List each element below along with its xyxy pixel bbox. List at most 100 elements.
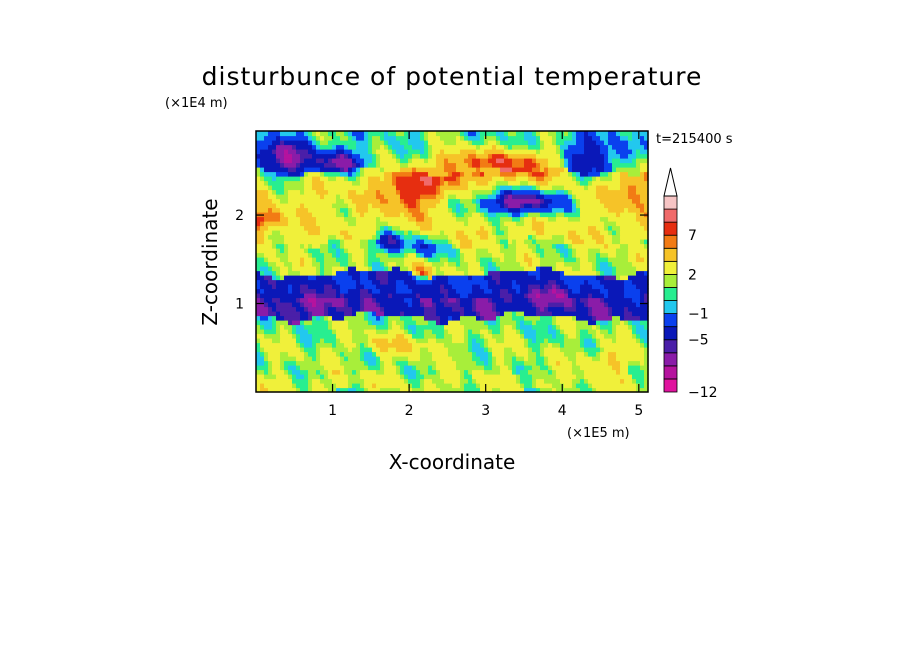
heatmap-cell [372, 153, 377, 159]
heatmap-cell [308, 383, 313, 389]
heatmap-cell [532, 338, 537, 344]
heatmap-cell [424, 311, 437, 317]
heatmap-cell [616, 230, 621, 236]
heatmap-cell [288, 365, 297, 371]
heatmap-cell [316, 275, 333, 281]
heatmap-cell [268, 261, 277, 267]
heatmap-cell [256, 230, 265, 236]
heatmap-cell [316, 288, 325, 294]
heatmap-cell [328, 374, 349, 380]
heatmap-cell [260, 293, 305, 299]
heatmap-cell [460, 176, 493, 182]
heatmap-cell [640, 135, 645, 141]
heatmap-cell [556, 369, 573, 375]
heatmap-cell [324, 270, 333, 276]
heatmap-cell [280, 351, 289, 357]
heatmap-cell [296, 324, 305, 330]
heatmap-cell [500, 288, 509, 294]
heatmap-cell [256, 306, 269, 312]
heatmap-cell [536, 252, 541, 258]
heatmap-cell [376, 216, 381, 222]
heatmap-cell [468, 333, 481, 339]
heatmap-cell [500, 216, 513, 222]
heatmap-cell [472, 347, 485, 353]
heatmap-cell [268, 369, 273, 375]
heatmap-cell [468, 342, 473, 348]
heatmap-cell [256, 207, 269, 213]
heatmap-cell [344, 212, 349, 218]
heatmap-cell [288, 288, 293, 294]
heatmap-cell [344, 356, 349, 362]
heatmap-cell [392, 225, 401, 231]
heatmap-cell [264, 347, 301, 353]
heatmap-cell [488, 320, 497, 326]
heatmap-cell [572, 360, 577, 366]
heatmap-cell [260, 284, 273, 290]
heatmap-cell [452, 333, 465, 339]
heatmap-cell [564, 306, 577, 312]
heatmap-cell [468, 378, 473, 384]
heatmap-cell [300, 243, 305, 249]
heatmap-cell [372, 149, 377, 155]
heatmap-cell [468, 135, 481, 141]
heatmap-cell [552, 207, 565, 213]
heatmap-cell [444, 162, 457, 168]
heatmap-cell [612, 329, 617, 335]
heatmap-cell [272, 266, 281, 272]
heatmap-cell [300, 257, 305, 263]
heatmap-cell [540, 203, 549, 209]
heatmap-cell [312, 383, 325, 389]
heatmap-cell [280, 162, 285, 168]
heatmap-cell [420, 230, 441, 236]
heatmap-cell [608, 261, 613, 267]
heatmap-cell [576, 135, 585, 141]
heatmap-cell [492, 333, 505, 339]
heatmap-cell [600, 230, 609, 236]
heatmap-cell [584, 279, 589, 285]
heatmap-cell [580, 216, 601, 222]
heatmap-cell [540, 198, 545, 204]
heatmap-cell [296, 144, 313, 150]
heatmap-cell [380, 239, 389, 245]
heatmap-cell [484, 360, 489, 366]
heatmap-cell [400, 266, 409, 272]
heatmap-cell [472, 162, 481, 168]
heatmap-cell [356, 261, 365, 267]
heatmap-cell [636, 216, 649, 222]
heatmap-cell [332, 252, 337, 258]
heatmap-cell [548, 329, 557, 335]
heatmap-cell [392, 320, 397, 326]
heatmap-cell [268, 266, 273, 272]
heatmap-cell [488, 261, 493, 267]
heatmap-cell [608, 293, 625, 299]
heatmap-cell [376, 284, 397, 290]
heatmap-cell [464, 135, 469, 141]
heatmap-cell [576, 194, 597, 200]
heatmap-cell [316, 347, 321, 353]
heatmap-cell [552, 135, 557, 141]
heatmap-cell [456, 365, 485, 371]
heatmap-cell [388, 315, 401, 321]
heatmap-cell [336, 306, 353, 312]
heatmap-cell [300, 320, 305, 326]
heatmap-cell [260, 279, 269, 285]
heatmap-cell [384, 360, 393, 366]
heatmap-cell [584, 185, 589, 191]
heatmap-cell [348, 302, 361, 308]
heatmap-cell [608, 351, 617, 357]
heatmap-cell [328, 306, 337, 312]
heatmap-cell [256, 162, 261, 168]
heatmap-cell [632, 149, 637, 155]
heatmap-cell [540, 189, 545, 195]
heatmap-cell [564, 140, 577, 146]
heatmap-cell [520, 378, 533, 384]
heatmap-cell [460, 131, 465, 137]
heatmap-cell [424, 131, 429, 137]
time-label: t=215400 s [656, 132, 733, 147]
heatmap-cell [528, 252, 537, 258]
heatmap-cell [424, 135, 429, 141]
heatmap-cell [480, 171, 485, 177]
heatmap-cell [344, 302, 349, 308]
heatmap-cell [340, 261, 349, 267]
heatmap-cell [616, 324, 629, 330]
